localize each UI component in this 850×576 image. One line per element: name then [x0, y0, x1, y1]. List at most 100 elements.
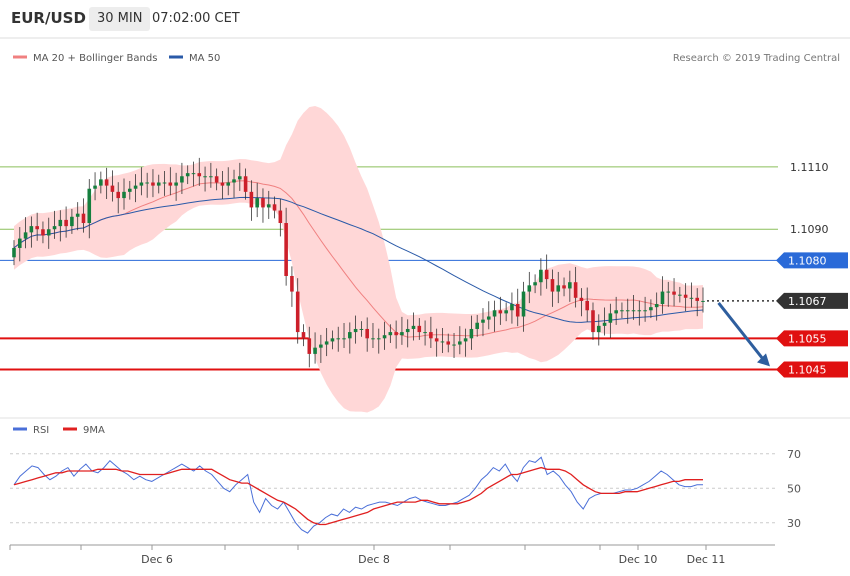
candle-body	[643, 310, 647, 312]
candle-body	[463, 338, 468, 342]
candle-body	[376, 338, 381, 340]
candle-body	[481, 319, 485, 323]
timeframe-button[interactable]: 30 MIN	[89, 7, 151, 31]
candle-body	[579, 297, 584, 301]
candle-body	[46, 229, 51, 236]
level-tag-1.1080	[776, 252, 848, 269]
x-tick-label: Dec 11	[687, 553, 726, 566]
candle-body	[591, 310, 595, 333]
candle-body	[348, 332, 352, 339]
candle-body	[17, 238, 22, 248]
candle-body	[99, 179, 103, 186]
candle-body	[156, 182, 161, 186]
candle-body	[232, 179, 236, 183]
candle-body	[116, 191, 121, 199]
candle-body	[701, 300, 705, 302]
candle-body	[313, 347, 317, 354]
candle-body	[440, 341, 445, 343]
candle-body	[23, 232, 28, 239]
x-tick-label: Dec 6	[141, 553, 173, 566]
candle-body	[631, 310, 636, 312]
candle-body	[400, 332, 404, 336]
candle-body	[423, 332, 427, 334]
candle-body	[544, 269, 549, 280]
candle-body	[353, 328, 358, 333]
rsi-line	[13, 456, 703, 534]
candle-body	[52, 226, 57, 230]
candle-body	[620, 310, 624, 312]
time-label: 07:02:00 CET	[152, 11, 240, 26]
candle-body	[185, 173, 190, 177]
candle-body	[342, 338, 346, 340]
candle-body	[180, 176, 184, 183]
candle-body	[446, 341, 451, 345]
candle-body	[637, 310, 642, 312]
candle-body	[41, 229, 45, 236]
watermark: Research © 2019 Trading Central	[673, 53, 840, 64]
candle-body	[359, 328, 364, 330]
chart-header: EUR/USD 30 MIN 07:02:00 CET	[0, 0, 850, 38]
candle-body	[81, 213, 86, 224]
candle-body	[492, 310, 497, 317]
candle-body	[405, 328, 410, 333]
candle-body	[272, 204, 277, 211]
candle-body	[29, 226, 34, 233]
candle-body	[452, 344, 456, 346]
candle-body	[226, 182, 231, 186]
candle-body	[87, 188, 92, 224]
candle-body	[214, 176, 219, 183]
candle-body	[429, 332, 433, 339]
candle-body	[64, 219, 68, 227]
rsi-tick-50: 50	[787, 482, 801, 495]
candle-body	[278, 210, 283, 224]
x-axis: Dec 6 Dec 8 Dec 10 Dec 11	[9, 545, 726, 566]
candle-body	[521, 291, 526, 317]
candle-body	[411, 325, 416, 329]
legend-label-ma50: MA 50	[189, 53, 220, 64]
rsi-panel: 70 50 30	[10, 448, 801, 534]
candle-body	[550, 279, 555, 292]
candles	[12, 157, 705, 368]
candle-body	[556, 285, 561, 292]
candle-body	[695, 297, 700, 301]
candle-body	[596, 325, 601, 333]
candle-body	[70, 216, 74, 227]
candle-body	[434, 338, 439, 342]
candle-body	[243, 176, 248, 192]
candle-body	[249, 191, 254, 208]
candle-body	[319, 344, 323, 348]
candle-body	[614, 310, 618, 314]
candle-body	[151, 182, 155, 186]
candle-body	[533, 282, 537, 286]
candle-body	[388, 332, 393, 336]
candle-body	[35, 226, 39, 230]
candle-body	[110, 185, 115, 192]
candle-body	[527, 285, 532, 292]
candle-body	[666, 291, 671, 293]
candle-body	[573, 282, 578, 298]
level-tag-1.1055	[776, 330, 848, 347]
candle-body	[266, 204, 271, 208]
symbol-title: EUR/USD	[11, 9, 86, 27]
legend-rsi: RSI 9MA	[13, 425, 105, 436]
candle-body	[539, 269, 543, 283]
candle-body	[365, 328, 369, 339]
candle-body	[371, 338, 375, 340]
candle-body	[504, 310, 508, 314]
candle-body	[295, 291, 300, 333]
candle-body	[382, 335, 387, 339]
projection-arrow-head	[757, 353, 770, 367]
candle-body	[307, 338, 312, 354]
candle-body	[209, 176, 213, 178]
rsi-9ma-line	[13, 466, 703, 526]
candle-body	[515, 304, 520, 317]
bollinger-band-area	[14, 105, 703, 413]
level-label-1.1080: 1.1080	[788, 254, 827, 267]
level-label-1.1045: 1.1045	[788, 363, 827, 376]
level-label-1.1090: 1.1090	[790, 223, 829, 236]
candle-body	[191, 173, 196, 175]
candle-body	[174, 182, 178, 186]
candle-body	[649, 307, 653, 311]
legend-label-rsi: RSI	[33, 425, 49, 436]
last-price-tag	[776, 292, 848, 309]
